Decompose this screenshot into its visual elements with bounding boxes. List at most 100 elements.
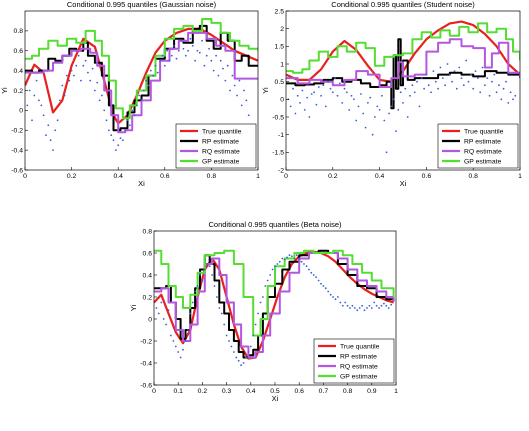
data-point (406, 116, 409, 118)
y-tick-label: -2 (278, 167, 284, 174)
data-point (166, 49, 169, 52)
data-point (175, 57, 178, 60)
data-point (233, 84, 236, 87)
data-point (358, 307, 361, 309)
data-point (432, 70, 435, 72)
data-point (274, 265, 276, 268)
data-point (140, 99, 143, 102)
data-point (223, 323, 226, 326)
y-tick-label: 0 (280, 97, 284, 104)
data-point (286, 256, 288, 259)
plot-area (286, 20, 520, 154)
x-axis-label: Xi (272, 394, 279, 403)
data-point (228, 340, 230, 342)
data-point (317, 279, 320, 282)
x-tick-label: 0.3 (222, 388, 232, 395)
series-line-gp-estimate (286, 22, 520, 74)
data-point (434, 80, 437, 83)
data-point (296, 94, 299, 97)
data-point (430, 91, 432, 94)
data-point (179, 356, 182, 359)
data-point (339, 301, 342, 304)
data-point (184, 340, 187, 342)
data-point (196, 285, 199, 287)
x-tick-label: 0.8 (343, 388, 353, 395)
data-point (374, 116, 376, 118)
data-point (411, 84, 414, 87)
data-point (276, 263, 279, 265)
data-point (56, 119, 59, 122)
data-point (117, 144, 120, 147)
y-tick-label: 0.4 (14, 68, 24, 75)
data-point (224, 79, 227, 82)
x-tick-label: 0.5 (270, 388, 280, 395)
y-tick-label: 0.4 (143, 272, 153, 279)
data-point (233, 351, 235, 353)
data-point (229, 89, 231, 92)
data-point (167, 309, 170, 312)
data-point (259, 301, 262, 304)
legend-label: RQ estimate (202, 148, 240, 155)
data-point (357, 105, 360, 108)
data-point (35, 79, 38, 82)
data-point (402, 102, 404, 104)
data-point (222, 67, 224, 70)
data-point (380, 304, 383, 307)
x-tick-label: 0.7 (319, 388, 329, 395)
data-point (465, 59, 468, 62)
data-point (170, 54, 173, 57)
chart-title: Conditional 0.995 quantiles (Student noi… (331, 0, 475, 9)
data-point (249, 345, 252, 348)
data-point (388, 112, 390, 115)
data-point (366, 307, 368, 309)
data-point (213, 285, 216, 287)
series-line-gp-estimate (154, 249, 395, 337)
x-tick-label: 0.4 (375, 173, 385, 180)
data-point (336, 94, 339, 97)
legend-label: RQ estimate (464, 148, 502, 155)
data-point (168, 59, 171, 62)
chart-title: Conditional 0.995 quantiles (Gaussian no… (67, 0, 217, 9)
data-point (238, 79, 241, 82)
data-point (344, 301, 347, 304)
series-line-true-quantile (154, 250, 394, 360)
series-line-rq-estimate (25, 31, 258, 134)
legend: True quantile RP estimate RQ estimate GP es… (437, 123, 519, 169)
y-tick-label: 1.5 (275, 44, 285, 51)
data-point (75, 64, 78, 67)
data-point (217, 74, 220, 77)
data-point (453, 70, 456, 72)
y-tick-label: 0 (19, 108, 23, 115)
data-point (254, 323, 257, 326)
data-point (157, 312, 160, 315)
data-point (367, 102, 369, 104)
legend-label: RP estimate (202, 138, 239, 145)
data-point (110, 134, 113, 137)
data-point (362, 112, 365, 115)
data-point (47, 124, 50, 127)
data-point (300, 260, 303, 263)
data-point (308, 268, 310, 271)
data-point (395, 130, 397, 133)
data-point (84, 59, 87, 62)
data-point (124, 129, 127, 132)
data-point (160, 301, 163, 304)
data-point (59, 99, 61, 102)
legend: True quantile RP estimate RQ estimate GP es… (175, 123, 257, 169)
data-point (235, 356, 238, 359)
data-point (455, 87, 458, 90)
data-point (327, 290, 330, 293)
data-point (66, 74, 68, 77)
data-point (33, 94, 36, 97)
data-point (89, 79, 92, 82)
y-tick-label: -1 (278, 132, 284, 139)
legend-label: GP estimate (202, 158, 239, 165)
data-point (378, 109, 381, 111)
data-point (155, 307, 158, 309)
data-point (338, 82, 341, 85)
data-point (315, 103, 318, 106)
data-point (360, 93, 362, 95)
data-point (390, 105, 393, 108)
data-point (350, 94, 353, 97)
